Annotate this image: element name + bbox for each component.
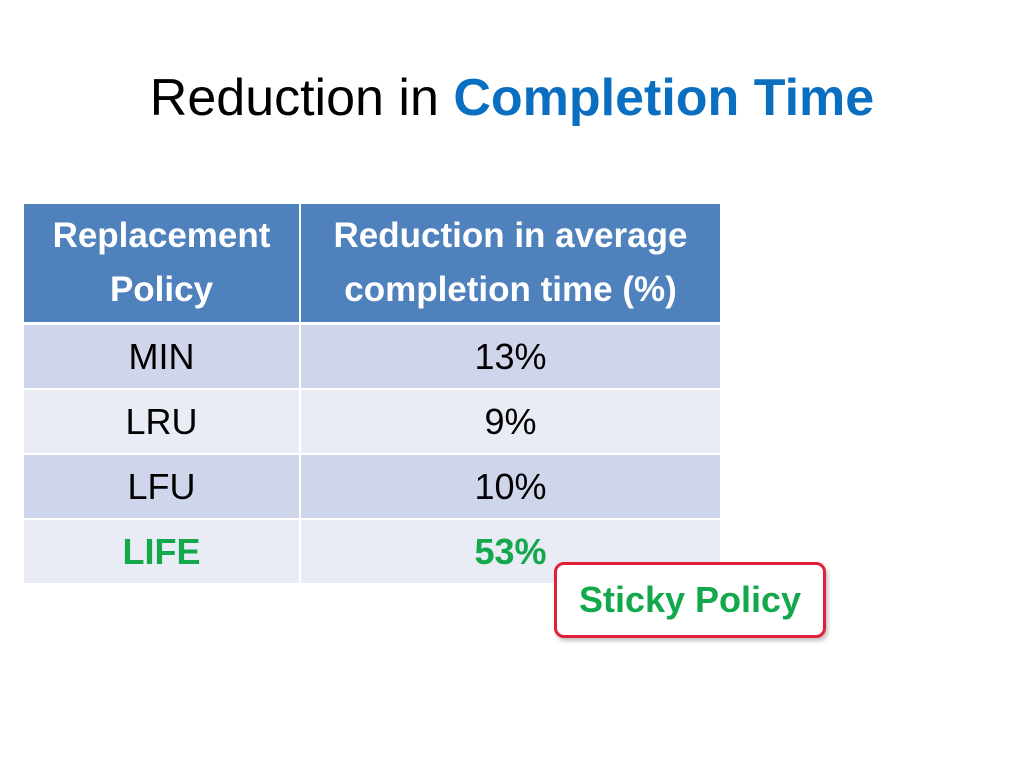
header-replacement-policy: Replacement Policy bbox=[24, 204, 301, 325]
table-header-row: Replacement Policy Reduction in average … bbox=[24, 204, 720, 325]
callout-label: Sticky Policy bbox=[578, 579, 802, 620]
policy-cell: LRU bbox=[24, 389, 301, 455]
policy-cell: LIFE bbox=[24, 519, 301, 583]
table-row: MIN 13% bbox=[24, 323, 720, 390]
policy-cell: MIN bbox=[24, 323, 301, 390]
reduction-cell: 13% bbox=[300, 323, 720, 390]
policy-cell: LFU bbox=[24, 454, 301, 520]
table-row-highlight: LIFE 53% bbox=[24, 519, 720, 583]
title-text: Reduction in bbox=[149, 69, 454, 127]
header-reduction: Reduction in average completion time (%) bbox=[300, 204, 720, 325]
header-line: completion time (%) bbox=[344, 270, 677, 309]
header-line: Replacement bbox=[52, 216, 271, 255]
title-accent-text: Completion Time bbox=[453, 69, 875, 127]
slide-title: Reduction in Completion Time bbox=[0, 64, 1024, 132]
table-row: LFU 10% bbox=[24, 454, 720, 520]
header-line: Reduction in average bbox=[333, 216, 688, 255]
reduction-table: Replacement Policy Reduction in average … bbox=[24, 204, 720, 583]
reduction-cell: 9% bbox=[300, 389, 720, 455]
sticky-policy-callout: Sticky Policy bbox=[554, 562, 826, 638]
table-row: LRU 9% bbox=[24, 389, 720, 455]
header-line: Policy bbox=[109, 270, 214, 309]
reduction-cell: 10% bbox=[300, 454, 720, 520]
